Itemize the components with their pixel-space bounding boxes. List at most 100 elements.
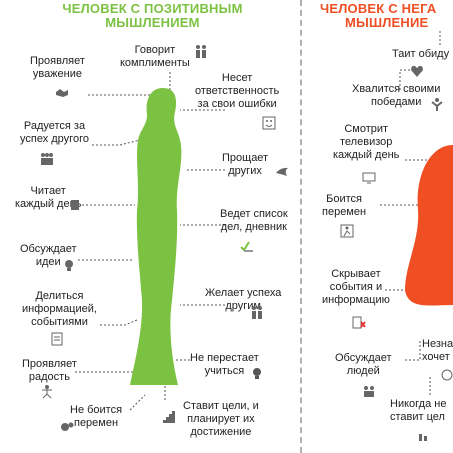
pos-item-read: Читает каждый день [15, 185, 81, 211]
pos-item-share-line3: событиями [31, 316, 88, 328]
negative-person-silhouette [405, 145, 453, 306]
negative-title-line1: ЧЕЛОВЕК С НЕГА [320, 1, 437, 16]
neg-item-no-goals-line1: Никогда не [390, 398, 447, 410]
pos-item-wish-success-line1: Желает успеха [205, 287, 282, 299]
neg-item-no-goals-line2: ставит цел [390, 411, 445, 423]
question-icon [441, 369, 453, 381]
pos-item-respect: Проявляет уважение [30, 55, 85, 81]
pos-item-no-fear-change-line2: перемен [73, 417, 119, 429]
tv-icon [362, 172, 376, 184]
neg-item-boast-line1: Хвалится своими [352, 83, 441, 95]
neg-item-tv-line1: Смотрит [344, 123, 389, 135]
lightbulb-icon [65, 260, 73, 271]
pos-item-goals-line1: Ставит цели, и [183, 400, 259, 412]
positive-title-line1: ЧЕЛОВЕК С ПОЗИТИВНЫМ [62, 1, 243, 16]
hidden-doc-icon [352, 316, 366, 329]
pos-item-goals: Ставит цели, и планирует их достижение [183, 400, 259, 439]
neg-item-fear-change: Боится перемен [322, 193, 366, 219]
neg-item-hide-info: Скрывает события и информацию [322, 268, 390, 307]
neg-item-fear-change-line1: Боится [326, 193, 362, 205]
pos-item-no-fear-change-line1: Не боится [70, 404, 123, 416]
neg-item-unknown: Незна хочет [422, 338, 453, 364]
pos-item-forgive-line2: других [228, 165, 262, 177]
pos-item-rejoice: Радуется за успех другого [20, 120, 89, 146]
pos-item-goals-line3: достижение [190, 426, 252, 438]
neg-item-hide-info-line1: Скрывает [331, 268, 381, 280]
neg-item-boast-line2: победами [370, 96, 422, 108]
positive-title: ЧЕЛОВЕК С ПОЗИТИВНЫМ МЫШЛЕНИЕМ [40, 2, 265, 30]
pos-item-no-fear-change: Не боится перемен [70, 404, 122, 430]
pos-item-ideas: Обсуждает идеи [20, 243, 77, 269]
pos-item-read-line2: каждый день [15, 198, 82, 210]
pos-item-forgive-line1: Прощает [222, 152, 269, 164]
neg-item-grudge-line1: Таит обиду [392, 48, 450, 60]
stairs-icon [163, 411, 175, 423]
section-divider [300, 0, 302, 453]
pos-item-goals-line2: планирует их [187, 413, 255, 425]
pos-item-wish-success-line2: другим [225, 300, 261, 312]
chart-down-icon [419, 434, 427, 441]
dancer-icon [42, 385, 52, 399]
gears-icon [61, 422, 74, 431]
pos-item-learning-line1: Не перестает [190, 352, 259, 364]
dove-icon [276, 167, 288, 176]
pos-item-share-line2: информацией, [22, 303, 97, 315]
negative-title-line2: МЫШЛЕНИЕ [345, 15, 429, 30]
smiley-icon [262, 116, 276, 130]
pos-item-compliments-line1: Говорит [134, 44, 176, 56]
pos-item-ideas-line2: идеи [35, 256, 61, 268]
pos-item-respect-line2: уважение [32, 68, 82, 80]
gossip-icon [364, 386, 374, 397]
pos-item-share: Делиться информацией, событиями [22, 290, 97, 329]
neg-item-hide-info-line3: информацию [322, 294, 390, 306]
pos-item-compliments-line2: комплименты [120, 57, 190, 69]
people-group-icon [41, 153, 53, 165]
book-icon [71, 200, 79, 210]
pos-item-responsibility-line1: Несет [221, 72, 253, 84]
neg-item-boast: Хвалится своими победами [352, 83, 440, 109]
broken-heart-icon [411, 65, 423, 77]
neg-item-tv: Смотрит телевизор каждый день [333, 123, 399, 162]
pos-item-joy-line2: радость [28, 371, 70, 383]
neg-item-unknown-line1: Незна [422, 338, 453, 350]
pos-item-joy: Проявляет радость [22, 358, 77, 384]
pos-item-rejoice-line2: успех другого [20, 133, 89, 145]
running-icon [340, 224, 354, 238]
pos-item-share-line1: Делиться [35, 290, 84, 302]
document-icon [51, 332, 63, 346]
two-people-icon [252, 306, 262, 319]
negative-title: ЧЕЛОВЕК С НЕГА МЫШЛЕНИЕ [320, 2, 453, 30]
neg-item-gossip-line2: людей [346, 365, 380, 377]
pos-item-compliments: Говорит комплименты [120, 44, 190, 70]
pos-item-learning: Не перестает учиться [190, 352, 259, 378]
pos-item-learning-line2: учиться [204, 365, 245, 377]
pos-item-respect-line1: Проявляет [30, 55, 85, 67]
neg-item-gossip-line1: Обсуждает [335, 352, 392, 364]
neg-item-hide-info-line2: события и [329, 281, 383, 293]
pos-item-rejoice-line1: Радуется за [23, 120, 86, 132]
pos-item-read-line1: Читает [30, 185, 66, 197]
pos-item-responsibility-line3: за свои ошибки [197, 98, 277, 110]
neg-item-no-goals: Никогда не ставит цел [390, 398, 446, 424]
handshake-icon [56, 89, 68, 97]
winner-icon [431, 98, 443, 111]
checklist-icon [240, 241, 253, 252]
pos-item-joy-line1: Проявляет [22, 358, 77, 370]
positive-person-silhouette [130, 88, 182, 385]
pos-item-todolist-line2: дел, дневник [220, 221, 287, 233]
pos-item-todolist: Ведет список дел, дневник [220, 208, 288, 234]
positive-title-line2: МЫШЛЕНИЕМ [105, 15, 200, 30]
bulb-icon [253, 368, 261, 379]
neg-item-tv-line2: телевизор [340, 136, 393, 148]
neg-item-gossip: Обсуждает людей [335, 352, 392, 378]
pos-item-todolist-line1: Ведет список [220, 208, 288, 220]
neg-item-grudge: Таит обиду [392, 48, 449, 61]
neg-item-tv-line3: каждый день [333, 149, 400, 161]
neg-item-unknown-line2: хочет [422, 351, 450, 363]
pos-item-forgive: Прощает других [222, 152, 268, 178]
pos-item-responsibility-line2: ответственность [195, 85, 280, 97]
pos-item-wish-success: Желает успеха другим [205, 287, 281, 313]
couple-icon [196, 45, 206, 58]
neg-item-fear-change-line2: перемен [322, 206, 367, 218]
